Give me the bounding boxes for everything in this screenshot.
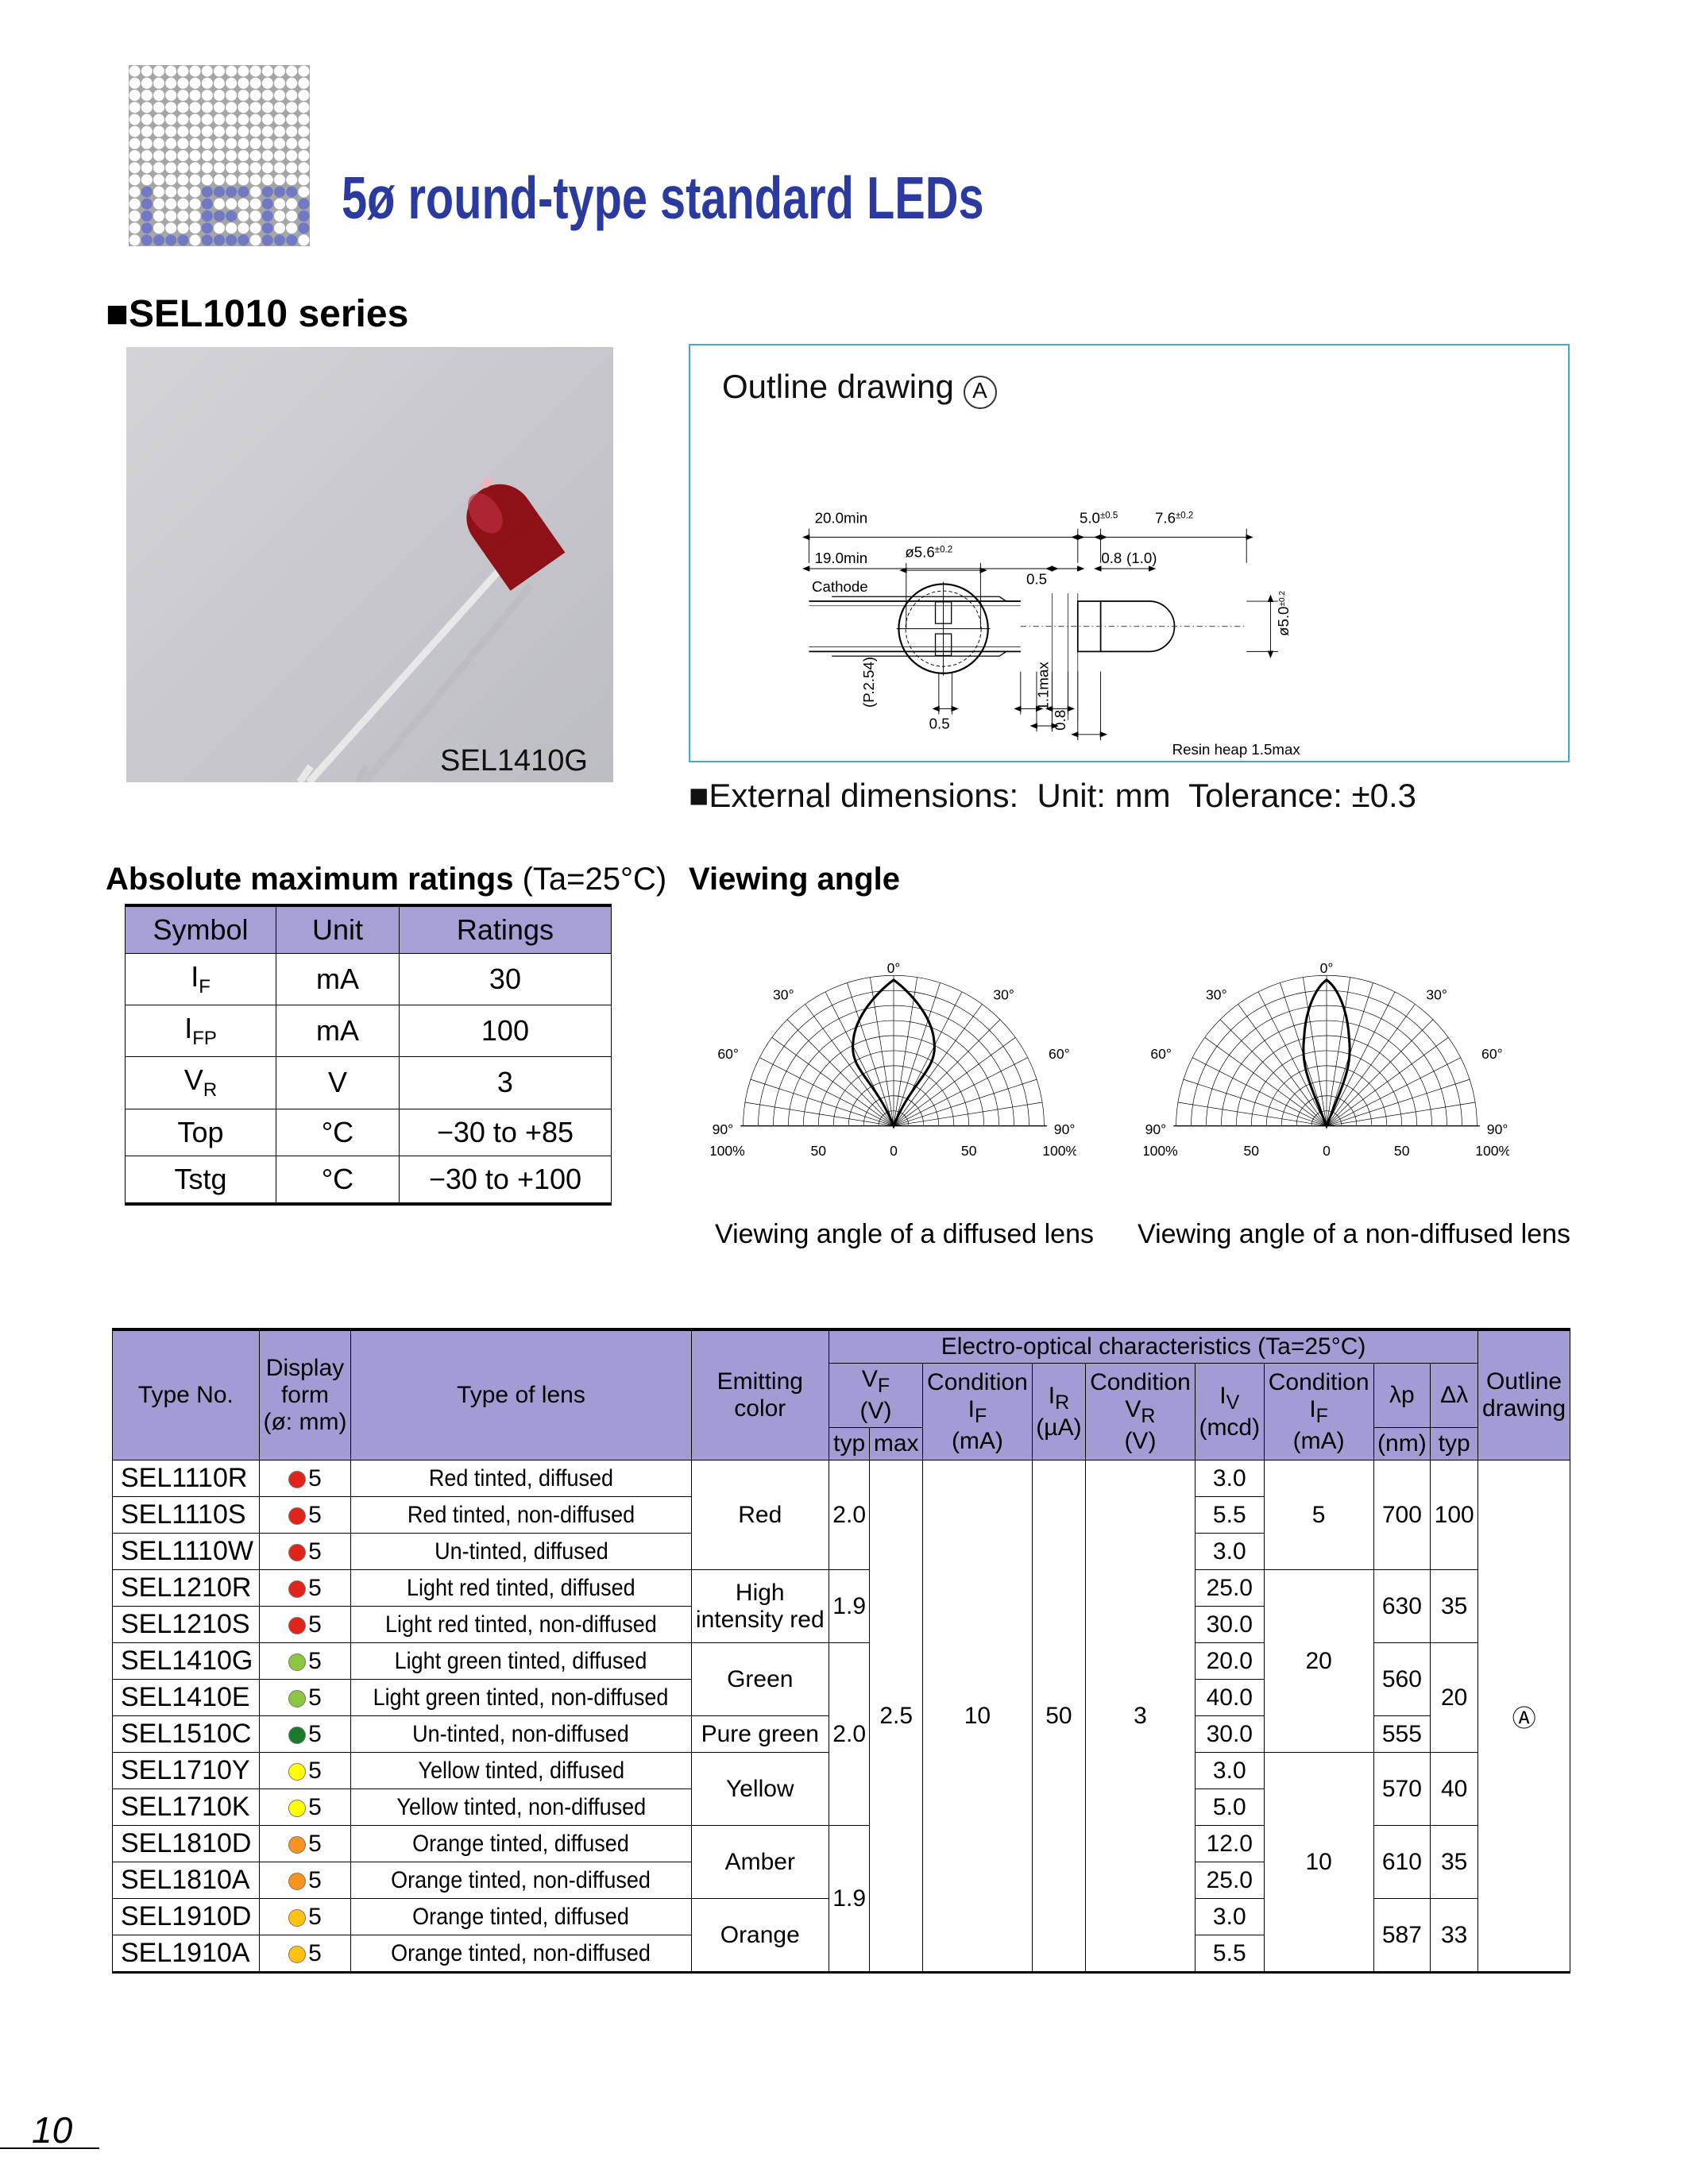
svg-text:(1.0): (1.0) — [1126, 550, 1157, 566]
svg-text:Resin heap 1.5max: Resin heap 1.5max — [1172, 741, 1301, 758]
svg-text:0.5: 0.5 — [1026, 570, 1047, 587]
svg-text:100%: 100% — [1042, 1143, 1076, 1159]
svg-text:50: 50 — [961, 1143, 977, 1159]
svg-text:5.0±0.5: 5.0±0.5 — [1080, 509, 1118, 526]
svg-text:30°: 30° — [773, 987, 794, 1003]
svg-text:60°: 60° — [717, 1046, 739, 1062]
svg-text:30°: 30° — [993, 987, 1014, 1003]
svg-text:0: 0 — [1323, 1143, 1331, 1159]
svg-text:(P.2.54): (P.2.54) — [860, 657, 877, 708]
svg-text:30°: 30° — [1426, 987, 1447, 1003]
svg-text:60°: 60° — [1481, 1046, 1503, 1062]
svg-text:0.8: 0.8 — [1052, 710, 1068, 731]
svg-text:ø5.0±0.2: ø5.0±0.2 — [1275, 591, 1292, 636]
svg-text:60°: 60° — [1150, 1046, 1172, 1062]
svg-text:100%: 100% — [711, 1143, 745, 1159]
svg-text:50: 50 — [1244, 1143, 1260, 1159]
svg-text:60°: 60° — [1049, 1046, 1070, 1062]
svg-text:0.5: 0.5 — [929, 716, 950, 732]
svg-text:50: 50 — [811, 1143, 827, 1159]
svg-text:19.0min: 19.0min — [815, 550, 868, 566]
svg-text:20.0min: 20.0min — [815, 509, 868, 526]
svg-text:7.6±0.2: 7.6±0.2 — [1155, 509, 1193, 526]
svg-text:1.1max: 1.1max — [1034, 662, 1051, 711]
svg-text:0.8: 0.8 — [1101, 550, 1122, 566]
svg-text:30°: 30° — [1206, 987, 1227, 1003]
svg-text:ø5.6±0.2: ø5.6±0.2 — [905, 544, 952, 561]
svg-text:100%: 100% — [1475, 1143, 1509, 1159]
svg-text:90°: 90° — [1487, 1121, 1508, 1137]
svg-text:90°: 90° — [1145, 1121, 1167, 1137]
svg-text:90°: 90° — [1054, 1121, 1076, 1137]
svg-text:0°: 0° — [887, 960, 901, 976]
svg-text:0°: 0° — [1320, 960, 1334, 976]
svg-text:100%: 100% — [1144, 1143, 1178, 1159]
svg-text:Cathode: Cathode — [812, 578, 868, 595]
svg-text:90°: 90° — [713, 1121, 734, 1137]
svg-text:50: 50 — [1394, 1143, 1410, 1159]
svg-text:0: 0 — [890, 1143, 898, 1159]
